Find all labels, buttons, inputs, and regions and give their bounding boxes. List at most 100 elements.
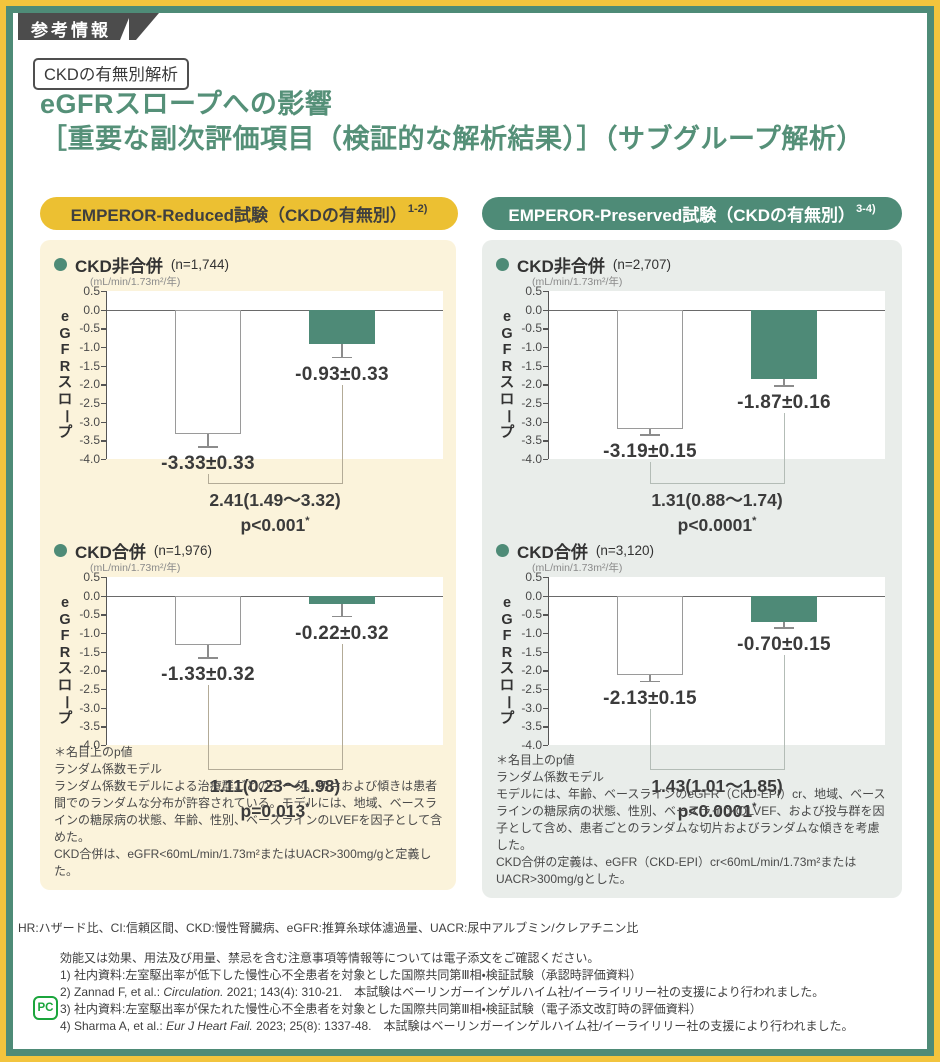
- y-tick-mark: [101, 633, 106, 635]
- y-tick-mark: [101, 309, 106, 311]
- subgroup-label: CKD非合併: [517, 256, 605, 276]
- y-axis-label-char: プ: [57, 710, 73, 727]
- y-tick-mark: [101, 328, 106, 330]
- bar-teal: [309, 595, 375, 604]
- y-tick-label: -0.5: [79, 321, 100, 336]
- y-tick-label: 0.0: [525, 588, 542, 603]
- y-axis-label-char: G: [501, 611, 513, 628]
- y-axis-label-char: プ: [499, 710, 515, 727]
- y-tick-mark: [543, 745, 548, 747]
- p-value: p=0.013*: [145, 799, 405, 824]
- y-axis-unit: (mL/min/1.73m²/年): [532, 562, 623, 574]
- y-tick-label: -3.0: [79, 414, 100, 429]
- bracket-bottom-line: [650, 769, 786, 771]
- error-bar-stem: [783, 621, 785, 628]
- y-tick-mark: [543, 577, 548, 579]
- notice-line: 効能又は効果、用法及び用量、禁忌を含む注意事項等情報等については電子添文をご確認…: [60, 951, 600, 965]
- y-tick-mark: [101, 291, 106, 293]
- error-bar-cap: [198, 657, 218, 659]
- y-tick-mark: [543, 328, 548, 330]
- p-value: p<0.001*: [145, 513, 405, 538]
- panel-emperor-reduced: CKD非合併 (n=1,744) (mL/min/1.73m²/年) e G F R スロープ…: [40, 240, 456, 890]
- chart-header: CKD非合併 (n=1,744): [54, 253, 442, 276]
- y-tick-label: -1.0: [521, 626, 542, 640]
- reference-journal: Circulation.: [163, 985, 224, 1000]
- chart-body: e G F R スロープ 0.5 0.0 -0.5 -1.0 -1.5 -2.0 -2.5 -3.0 -3…: [496, 284, 888, 538]
- page-title: eGFRスロープへの影響 ［重要な副次評価項目（検証的な解析結果）］（サブグルー…: [40, 87, 864, 157]
- subgroup-bullet-icon: [496, 257, 509, 271]
- y-tick-mark: [543, 670, 548, 672]
- charts-container: CKD非合併 (n=2,707) (mL/min/1.73m²/年) e G F R スロープ…: [496, 240, 888, 825]
- p-value: p<0.0001*: [587, 799, 847, 824]
- error-bar-cap: [774, 627, 794, 629]
- chart-header: CKD合併 (n=3,120): [496, 539, 888, 562]
- bar-teal: [751, 595, 817, 622]
- p-value: p<0.0001*: [587, 513, 847, 538]
- y-axis-label-char: ス: [499, 375, 515, 391]
- y-tick-mark: [543, 440, 548, 442]
- y-tick-label: -3.5: [521, 719, 542, 734]
- error-bar-cap: [640, 680, 660, 683]
- y-axis-label-char: G: [59, 611, 71, 628]
- error-bar-cap: [332, 356, 352, 359]
- nominal-p-asterisk: *: [305, 514, 310, 527]
- nominal-p-asterisk: *: [752, 800, 757, 813]
- y-tick-label: 0.5: [525, 284, 542, 298]
- bar-white: [617, 309, 683, 429]
- bar-chart: CKD合併 (n=3,120) (mL/min/1.73m²/年) e G F R スロープ 0…: [496, 539, 888, 825]
- panel-footnote-line: ＊名目上のp値: [54, 744, 133, 759]
- y-tick-mark: [101, 459, 106, 461]
- y-tick-label: -3.0: [79, 700, 100, 715]
- y-axis-label-char: ロ: [57, 677, 73, 694]
- y-tick-mark: [543, 689, 548, 691]
- y-axis-label-char: ス: [57, 661, 73, 677]
- subgroup-n-count: (n=2,707): [612, 256, 672, 272]
- panel-header-emperor-preserved: EMPEROR-Preserved試験（CKDの有無別） 3-4): [482, 197, 902, 230]
- y-tick-mark: [101, 384, 106, 386]
- y-tick-mark: [101, 726, 106, 728]
- panel-footnote-line: ランダム係数モデルによる治療群ごとのデータ。切片および傾きは患者間でのランダムな…: [54, 778, 443, 844]
- nominal-p-asterisk: *: [752, 514, 757, 527]
- y-tick-mark: [543, 384, 548, 386]
- abbreviations-line: HR:ハザード比、CI:信頼区間、CKD:慢性腎臓病、eGFR:推算糸球体濾過量…: [18, 921, 639, 935]
- y-tick-label: -3.5: [79, 433, 100, 448]
- subgroup-n-count: (n=1,976): [153, 542, 213, 558]
- y-tick-mark: [101, 365, 106, 367]
- plot-area: -2.13±0.15 -0.70±0.15 1.43(1.01～1.85) p<0.0…: [548, 577, 885, 821]
- y-tick-label: -3.0: [521, 700, 542, 715]
- y-tick-label: -1.5: [79, 358, 100, 373]
- y-tick-mark: [543, 614, 548, 616]
- y-axis-unit: (mL/min/1.73m²/年): [90, 276, 181, 288]
- y-tick-label: -2.0: [521, 663, 542, 678]
- y-tick-mark: [101, 707, 106, 709]
- y-tick-mark: [101, 403, 106, 405]
- chart-header: CKD合併 (n=1,976): [54, 539, 442, 562]
- bracket-bottom-line: [208, 769, 344, 771]
- bar-chart: CKD非合併 (n=2,707) (mL/min/1.73m²/年) e G F R スロープ…: [496, 253, 888, 539]
- reference-item: 1) 社内資料:左室駆出率が低下した慢性心不全患者を対象とした国際共同第Ⅲ相・検…: [60, 967, 854, 984]
- p-value-text: p<0.001: [240, 514, 306, 535]
- panel-header-label: EMPEROR-Preserved試験（CKDの有無別）: [508, 206, 856, 225]
- y-axis-label-char: ス: [57, 375, 73, 391]
- y-tick-label: 0.0: [525, 302, 542, 317]
- y-tick-label: -1.0: [79, 626, 100, 640]
- bar-chart: CKD非合併 (n=1,744) (mL/min/1.73m²/年) e G F R スロープ…: [54, 253, 443, 539]
- y-tick-label: 0.0: [83, 302, 100, 317]
- y-tick-mark: [101, 614, 106, 616]
- y-tick-label: -1.0: [79, 340, 100, 354]
- y-tick-label: -1.5: [521, 644, 542, 659]
- bar-teal: [309, 309, 375, 345]
- y-tick-mark: [101, 595, 106, 597]
- error-bar-stem: [649, 428, 651, 435]
- panel-footnote-line: ランダム係数モデル: [54, 761, 163, 776]
- y-axis-unit: (mL/min/1.73m²/年): [90, 562, 181, 574]
- y-tick-mark: [543, 403, 548, 405]
- subgroup-label: CKD合併: [517, 542, 588, 562]
- difference-annotation: 1.43(1.01～1.85) p<0.0001*: [587, 774, 847, 823]
- y-tick-label: -3.5: [79, 719, 100, 734]
- y-tick-mark: [543, 595, 548, 597]
